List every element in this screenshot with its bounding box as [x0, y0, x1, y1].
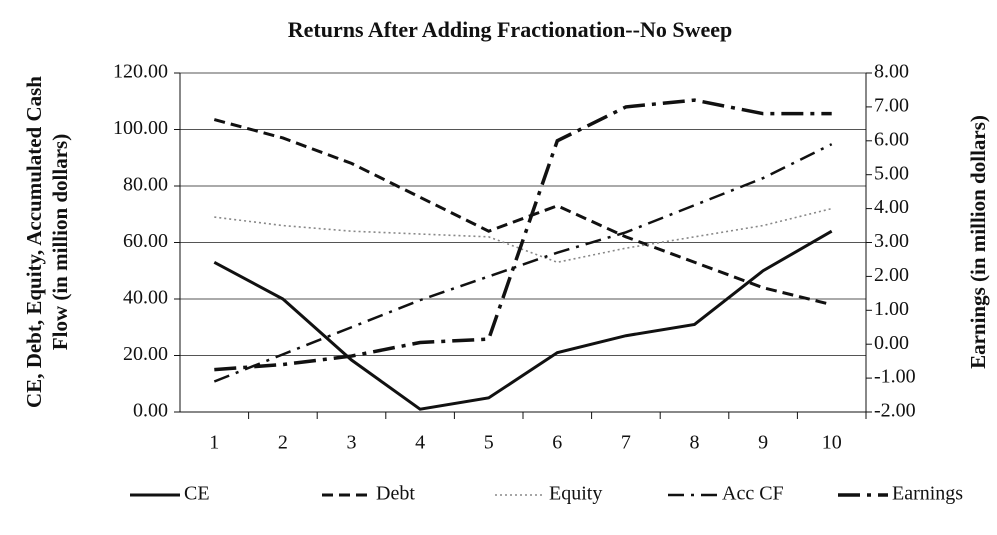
y2-axis-title: Earnings (in million dollars): [966, 115, 990, 369]
legend-label: CE: [184, 483, 210, 505]
chart-title: Returns After Adding Fractionation--No S…: [288, 17, 732, 42]
series-line: [213, 118, 833, 307]
x-tick-label: 10: [822, 432, 842, 454]
legend-label: Earnings: [892, 483, 963, 505]
y-tick-label: 80.00: [123, 174, 168, 196]
x-tick-label: 3: [347, 432, 357, 454]
y2-tick-label: 4.00: [874, 196, 909, 218]
x-tick-label: 6: [552, 432, 562, 454]
y2-tick-label: 5.00: [874, 162, 909, 184]
series-line: [213, 229, 833, 411]
x-tick-label: 2: [278, 432, 288, 454]
y-axis-title: CE, Debt, Equity, Accumulated Cash: [22, 76, 46, 408]
x-tick-label: 7: [621, 432, 631, 454]
x-tick-label: 4: [415, 432, 425, 454]
y2-tick-label: 7.00: [874, 94, 909, 116]
series-line: [214, 207, 832, 264]
x-tick-label: 8: [690, 432, 700, 454]
y2-tick-label: 3.00: [874, 230, 909, 252]
y-tick-label: 100.00: [113, 117, 168, 139]
x-tick-label: 1: [209, 432, 219, 454]
y-axis-title: Flow (in million dollars): [48, 134, 72, 350]
legend-label: Equity: [549, 483, 602, 505]
y2-tick-label: -2.00: [874, 400, 916, 422]
y-tick-label: 120.00: [113, 61, 168, 83]
series-line: [213, 143, 833, 383]
x-tick-label: 9: [758, 432, 768, 454]
y2-tick-label: 6.00: [874, 128, 909, 150]
legend-label: Acc CF: [722, 483, 784, 505]
legend-label: Debt: [376, 483, 415, 505]
y-tick-label: 0.00: [133, 400, 168, 422]
y2-tick-label: -1.00: [874, 366, 916, 388]
y-tick-label: 60.00: [123, 230, 168, 252]
y-tick-label: 40.00: [123, 287, 168, 309]
series-line: [214, 98, 832, 372]
y2-tick-label: 1.00: [874, 298, 909, 320]
y2-tick-label: 0.00: [874, 332, 909, 354]
y2-tick-label: 2.00: [874, 264, 909, 286]
y2-tick-label: 8.00: [874, 61, 909, 83]
x-tick-label: 5: [484, 432, 494, 454]
y-tick-label: 20.00: [123, 343, 168, 365]
